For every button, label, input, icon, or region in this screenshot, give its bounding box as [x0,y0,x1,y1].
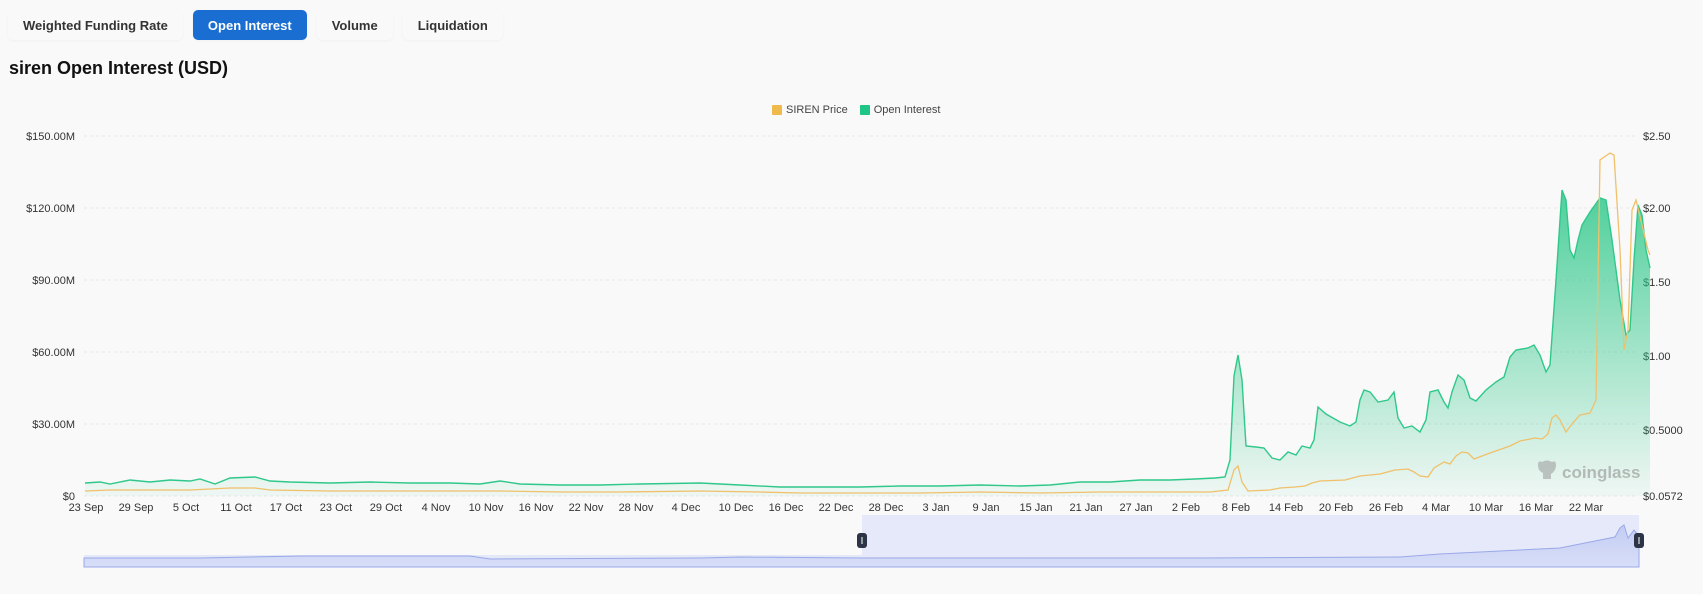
svg-text:22 Nov: 22 Nov [569,502,604,514]
open-interest-area [85,190,1650,496]
svg-text:14 Feb: 14 Feb [1269,502,1303,514]
svg-text:$2.50: $2.50 [1643,131,1671,143]
svg-text:16 Dec: 16 Dec [769,502,804,514]
svg-text:$0.0572: $0.0572 [1643,491,1683,503]
svg-text:22 Mar: 22 Mar [1569,502,1604,514]
svg-text:coinglass: coinglass [1562,463,1640,482]
open-interest-line [84,189,1651,488]
tab-weighted-funding-rate[interactable]: Weighted Funding Rate [8,10,183,40]
svg-text:17 Oct: 17 Oct [270,502,302,514]
svg-text:$60.00M: $60.00M [32,347,75,359]
svg-text:$90.00M: $90.00M [32,275,75,287]
svg-text:$0: $0 [63,491,75,503]
svg-text:23 Sep: 23 Sep [69,502,104,514]
svg-text:28 Dec: 28 Dec [869,502,904,514]
svg-text:9 Jan: 9 Jan [973,502,1000,514]
legend-label-open-interest: Open Interest [873,104,941,116]
svg-text:8 Feb: 8 Feb [1222,502,1250,514]
legend-label-price: SIREN Price [786,104,848,116]
svg-text:10 Dec: 10 Dec [719,502,754,514]
svg-text:11 Oct: 11 Oct [220,502,252,514]
tab-liquidation[interactable]: Liquidation [402,10,503,40]
legend-item-price[interactable]: SIREN Price [772,104,848,116]
svg-text:3 Jan: 3 Jan [923,502,950,514]
svg-text:29 Sep: 29 Sep [119,502,154,514]
oi-swatch-icon [859,105,870,115]
svg-text:10 Nov: 10 Nov [469,502,504,514]
svg-text:5 Oct: 5 Oct [173,502,199,514]
svg-text:$150.00M: $150.00M [26,131,75,143]
svg-text:27 Jan: 27 Jan [1119,502,1152,514]
chart-tabs: Weighted Funding Rate Open Interest Volu… [8,10,503,40]
y-axis-right: $2.50 $2.00 $1.50 $1.00 $0.5000 $0.0572 [1643,131,1683,503]
tab-open-interest[interactable]: Open Interest [192,10,307,40]
svg-text:29 Oct: 29 Oct [370,502,402,514]
chart-legend: SIREN Price Open Interest [772,104,940,116]
svg-text:4 Nov: 4 Nov [422,502,451,514]
svg-text:20 Feb: 20 Feb [1319,502,1353,514]
svg-text:26 Feb: 26 Feb [1369,502,1403,514]
svg-text:$2.00: $2.00 [1643,203,1671,215]
legend-item-open-interest[interactable]: Open Interest [859,104,941,116]
svg-text:16 Nov: 16 Nov [519,502,554,514]
price-swatch-icon [772,105,782,115]
svg-text:2 Feb: 2 Feb [1172,502,1200,514]
coinglass-watermark: coinglass [1538,460,1640,482]
svg-text:21 Jan: 21 Jan [1069,502,1102,514]
range-navigator[interactable] [83,515,1644,568]
price-line [84,152,1651,494]
tab-volume[interactable]: Volume [316,10,393,40]
svg-text:28 Nov: 28 Nov [619,502,654,514]
y-axis-left: $150.00M $120.00M $90.00M $60.00M $30.00… [26,131,75,503]
svg-text:4 Mar: 4 Mar [1422,502,1450,514]
svg-text:15 Jan: 15 Jan [1019,502,1052,514]
svg-text:16 Mar: 16 Mar [1519,502,1554,514]
svg-text:10 Mar: 10 Mar [1469,502,1504,514]
x-axis: 23 Sep 29 Sep 5 Oct 11 Oct 17 Oct 23 Oct… [69,502,1604,514]
svg-text:23 Oct: 23 Oct [320,502,352,514]
svg-text:$120.00M: $120.00M [26,203,75,215]
svg-text:$0.5000: $0.5000 [1643,425,1683,437]
chart-title: siren Open Interest (USD) [9,58,229,78]
svg-text:$30.00M: $30.00M [32,419,75,431]
svg-text:4 Dec: 4 Dec [672,502,701,514]
svg-text:22 Dec: 22 Dec [819,502,854,514]
